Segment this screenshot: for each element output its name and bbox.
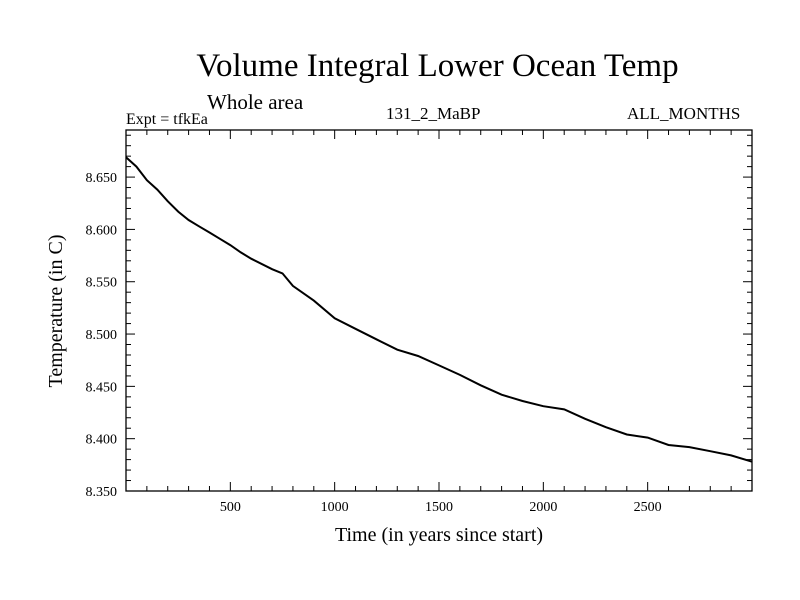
x-axis: 500 1000 1500 2000 2500 [146,130,732,515]
months-label: ALL_MONTHS [627,104,741,123]
x-tick-label: 1000 [321,500,349,515]
y-tick-label: 8.450 [86,380,118,395]
x-tick-label: 2000 [529,500,557,515]
y-tick-label: 8.550 [86,276,118,291]
plot-frame [125,129,753,492]
y-tick-label: 8.600 [86,223,118,238]
experiment-label: Expt = tfkEa [126,111,208,128]
y-axis-label: Temperature (in C) [45,235,67,388]
run-label: 131_2_MaBP [386,104,481,123]
series-line [125,156,753,463]
y-tick-label: 8.350 [86,485,118,500]
y-tick-label: 8.400 [86,433,118,448]
chart-subtitle: Whole area [207,90,304,114]
y-tick-label: 8.650 [86,171,118,186]
y-axis: 8.350 8.400 8.450 8.500 8.550 8.600 8.650 [86,134,752,500]
x-tick-label: 1500 [425,500,453,515]
chart-title: Volume Integral Lower Ocean Temp [196,48,679,84]
x-axis-label: Time (in years since start) [335,524,543,546]
x-tick-label: 2500 [634,500,662,515]
x-tick-label: 500 [220,500,241,515]
y-tick-label: 8.500 [86,328,118,343]
